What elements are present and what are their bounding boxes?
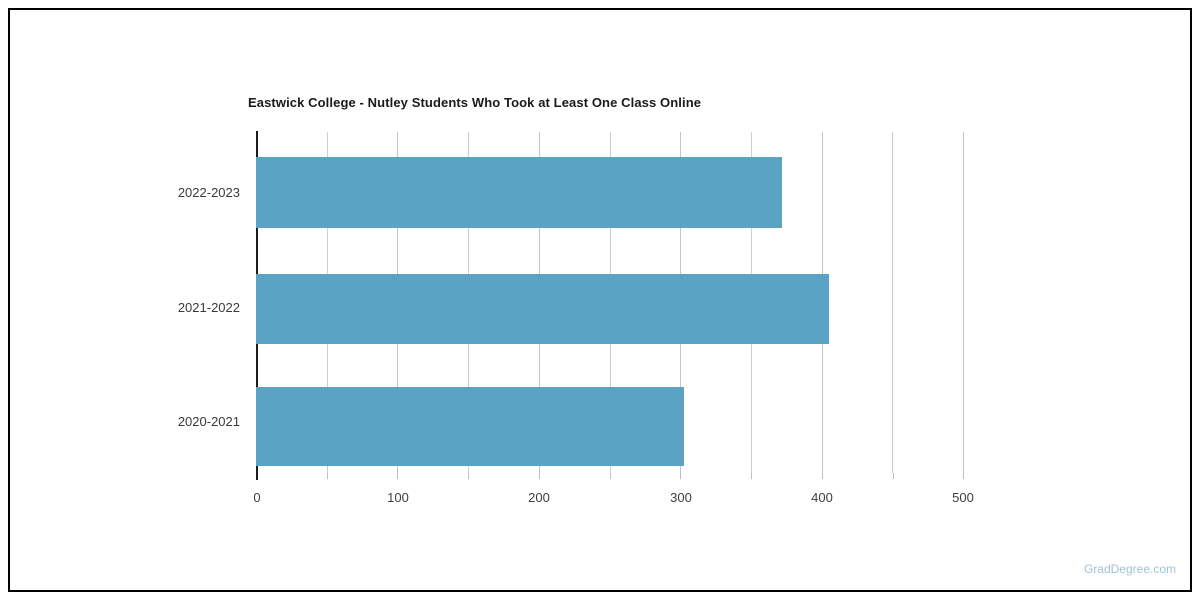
bar-2020-2021: [256, 387, 685, 466]
x-tick-label-100: 100: [387, 490, 409, 505]
x-tick-50: [327, 473, 328, 479]
x-tick-250: [610, 473, 611, 479]
y-tick-label-2020-2021: 2020-2021: [177, 414, 240, 429]
gridline-450: [892, 132, 894, 473]
gridline-500: [963, 132, 964, 473]
y-tick-label-2022-2023: 2022-2023: [177, 185, 240, 200]
x-tick-label-300: 300: [670, 490, 692, 505]
x-tick-450: [893, 473, 894, 479]
bar-2022-2023: [256, 157, 782, 228]
chart-title: Eastwick College - Nutley Students Who T…: [248, 95, 702, 110]
x-tick-350: [751, 473, 752, 479]
x-tick-150: [468, 473, 469, 479]
chart-frame: Eastwick College - Nutley Students Who T…: [8, 8, 1192, 592]
x-tick-100: [397, 473, 398, 479]
x-tick-200: [539, 473, 540, 479]
x-tick-400: [822, 473, 823, 479]
x-tick-label-200: 200: [528, 490, 550, 505]
x-tick-label-400: 400: [811, 490, 833, 505]
plot-area: [256, 132, 964, 473]
watermark-graddegree: GradDegree.com: [1083, 562, 1176, 576]
x-tick-label-0: 0: [253, 490, 261, 505]
x-tick-label-500: 500: [952, 490, 974, 505]
x-tick-300: [680, 473, 681, 479]
x-tick-500: [963, 473, 964, 479]
x-tick-0: [256, 473, 258, 480]
bar-2021-2022: [256, 274, 829, 344]
y-tick-label-2021-2022: 2021-2022: [177, 300, 240, 315]
